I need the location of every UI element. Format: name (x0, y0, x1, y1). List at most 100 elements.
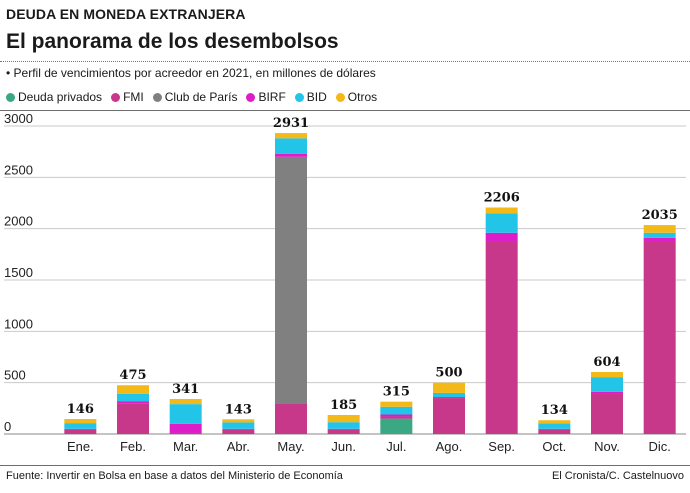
bar-segment (327, 415, 360, 423)
legend-item: FMI (111, 90, 144, 104)
bar-segment (485, 213, 518, 233)
legend-swatch (335, 92, 345, 102)
x-tick-label: Ago. (436, 439, 463, 454)
chart-title: El panorama de los desembolsos (6, 30, 339, 53)
bar-segment (117, 403, 149, 434)
bar-total-label: 500 (435, 366, 462, 381)
bar-segment (275, 156, 307, 404)
y-tick-label: 3000 (4, 112, 33, 126)
bar-segment (222, 419, 255, 423)
legend-label: Club de París (164, 90, 238, 104)
bar-segment (327, 429, 360, 434)
bar-segment (433, 398, 465, 434)
bar-total-label: 341 (172, 382, 199, 397)
legend-swatch (6, 92, 15, 102)
y-tick-label: 500 (4, 368, 26, 383)
x-tick-label: Nov. (594, 439, 620, 454)
bar-segment (275, 138, 307, 154)
bar-segment (275, 133, 307, 139)
bar-segment (643, 225, 676, 233)
x-tick-label: Abr. (227, 439, 250, 454)
bar-segment (275, 153, 307, 157)
bar-segment (117, 385, 149, 394)
x-tick-label: Feb. (120, 439, 146, 454)
bar-segment (327, 422, 360, 429)
bar-segment (538, 429, 571, 434)
x-tick-label: Sep. (488, 439, 515, 454)
legend-label: FMI (123, 90, 144, 104)
bar-segment (117, 401, 149, 404)
divider-legend (0, 110, 690, 111)
y-tick-label: 0 (4, 419, 11, 434)
bar-segment (380, 416, 413, 419)
bar-total-label: 185 (330, 398, 357, 413)
stacked-bar-chart: 0 500 1000 1500 2000 2500 3000 146 Ene. 475 Feb. 34… (4, 112, 686, 454)
bar-segment (538, 423, 571, 429)
bar-segment (485, 240, 518, 434)
chart-legend: Deuda privados FMI Club de París BIRF BID Otr… (6, 90, 386, 104)
chart-subtitle: • Perfil de vencimientos por acreedor en… (6, 66, 376, 80)
divider-bottom (0, 465, 690, 466)
x-tick-label: Jun. (331, 439, 356, 454)
legend-label: Deuda privados (18, 90, 103, 104)
bar-segment (433, 392, 465, 398)
bar-segment (538, 420, 571, 424)
bar-segment (222, 428, 255, 430)
bar-segment (64, 423, 97, 429)
bar-segment (591, 391, 623, 394)
bar-total-label: 315 (383, 385, 410, 400)
bar-segment (380, 414, 413, 417)
bar-segment (169, 398, 202, 405)
x-tick-label: Dic. (648, 439, 670, 454)
bar-segment (591, 393, 623, 434)
bar-segment (433, 397, 465, 399)
bar-segment (591, 371, 623, 378)
bar-segment (222, 422, 255, 429)
bar-segment (222, 429, 255, 434)
bar-segment (169, 432, 202, 434)
bar-total-label: 143 (225, 402, 252, 417)
legend-item: BID (294, 90, 327, 104)
legend-swatch (152, 92, 162, 102)
y-tick-label: 1500 (4, 265, 33, 280)
bar-segment (380, 401, 413, 407)
legend-swatch (246, 92, 256, 102)
y-tick-label: 2000 (4, 214, 33, 229)
y-tick-label: 1000 (4, 316, 33, 331)
bar-total-label: 2035 (642, 208, 678, 223)
legend-label: BIRF (258, 90, 286, 104)
legend-label: BID (306, 90, 327, 104)
bar-segment (643, 232, 676, 238)
bar-segment (380, 418, 413, 434)
bar-segment (643, 240, 676, 434)
bar-segment (64, 419, 97, 424)
bar-total-label: 2931 (273, 116, 309, 131)
bar-segment (275, 403, 307, 434)
source-note: Fuente: Invertir en Bolsa en base a dato… (6, 470, 343, 482)
legend-label: Otros (347, 90, 378, 104)
bar-segment (64, 429, 97, 434)
bar-segment (538, 428, 571, 430)
bar-segment (591, 377, 623, 392)
legend-item: Club de París (152, 90, 238, 104)
x-tick-label: Ene. (67, 439, 94, 454)
divider-top (0, 61, 690, 62)
legend-swatch (294, 92, 304, 102)
bar-segment (380, 406, 413, 415)
legend-item: BIRF (246, 90, 286, 104)
bar-segment (327, 428, 360, 430)
bar-segment (485, 232, 518, 241)
bar-segment (117, 393, 149, 402)
bar-total-label: 475 (119, 368, 146, 383)
legend-item: Otros (335, 90, 378, 104)
x-tick-label: Oct. (542, 439, 566, 454)
x-tick-label: Jul. (386, 439, 406, 454)
credit-note: El Cronista/C. Castelnuovo (551, 470, 684, 482)
x-tick-label: May. (277, 439, 304, 454)
bar-segment (643, 237, 676, 241)
bar-segment (169, 404, 202, 424)
y-tick-label: 2500 (4, 162, 33, 177)
chart-kicker: DEUDA EN MONEDA EXTRANJERA (6, 6, 246, 22)
bar-total-label: 604 (593, 355, 620, 370)
x-tick-label: Mar. (173, 439, 198, 454)
